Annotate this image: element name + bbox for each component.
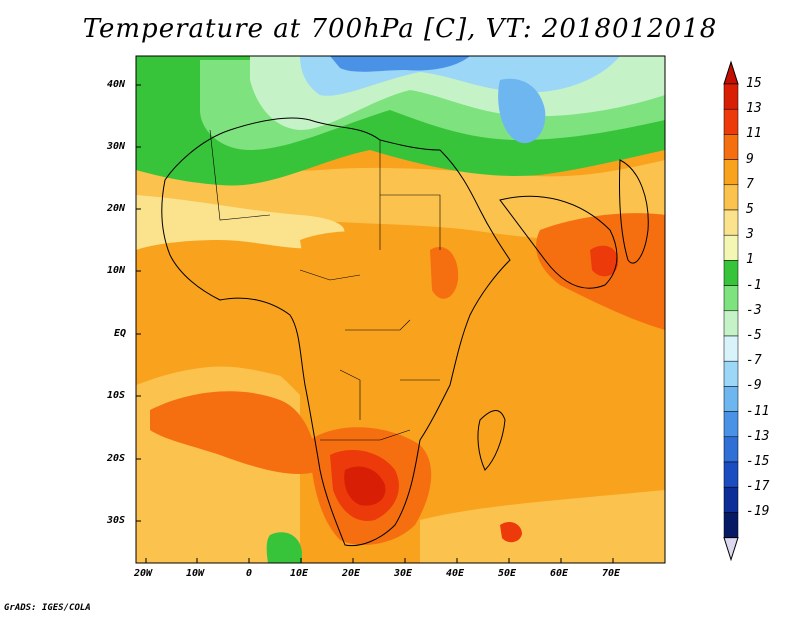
colorbar-label: -11 xyxy=(746,403,770,419)
lon-tick-50e: 50E xyxy=(498,568,517,579)
colorbar-label: -9 xyxy=(746,378,762,394)
lat-tick-10n: 10N xyxy=(107,265,126,276)
colorbar-swatch xyxy=(723,83,739,110)
colorbar-swatch xyxy=(723,234,739,261)
lat-tick-eq: EQ xyxy=(114,328,127,339)
lat-tick-20s: 20S xyxy=(107,453,126,464)
lat-tick-10s: 10S xyxy=(107,390,126,401)
colorbar-label: -3 xyxy=(746,302,762,318)
lat-tick-30s: 30S xyxy=(107,515,126,526)
temperature-field xyxy=(136,56,665,563)
colorbar-label: -13 xyxy=(746,428,770,444)
lat-tick-30n: 30N xyxy=(107,141,126,152)
lon-tick-0: 0 xyxy=(246,568,253,579)
colorbar-swatch xyxy=(723,436,739,463)
lon-tick-70e: 70E xyxy=(602,568,621,579)
colorbar-swatch xyxy=(723,386,739,412)
colorbar-swatch xyxy=(723,285,739,312)
colorbar-bottom-arrow xyxy=(723,537,739,562)
lon-tick-40e: 40E xyxy=(446,568,465,579)
lat-tick-20n: 20N xyxy=(107,203,126,214)
lon-tick-10w: 10W xyxy=(186,568,205,579)
colorbar-swatch xyxy=(723,411,739,438)
lon-tick-60e: 60E xyxy=(550,568,569,579)
colorbar-swatch xyxy=(723,209,739,236)
colorbar-swatch xyxy=(723,159,739,186)
colorbar-top-arrow xyxy=(723,60,739,85)
colorbar-label: -1 xyxy=(746,277,762,293)
lat-tick-40n: 40N xyxy=(107,79,126,90)
colorbar-label: 5 xyxy=(746,202,754,217)
colorbar-label: 15 xyxy=(746,76,762,91)
colorbar-label: -5 xyxy=(746,328,762,343)
colorbar-swatch xyxy=(723,335,739,362)
colorbar-label: -15 xyxy=(746,454,770,469)
colorbar-label: 11 xyxy=(746,126,762,142)
colorbar-swatch xyxy=(723,512,739,538)
lon-tick-10e: 10E xyxy=(290,568,309,579)
lon-tick-20w: 20W xyxy=(134,568,153,579)
colorbar-label: -7 xyxy=(746,353,762,369)
colorbar-label: 3 xyxy=(746,227,754,243)
colorbar-label: 1 xyxy=(746,252,754,268)
colorbar-swatch xyxy=(723,310,739,337)
colorbar-label: -19 xyxy=(746,504,770,520)
colorbar-swatch xyxy=(723,260,739,286)
colorbar-swatch xyxy=(723,134,739,160)
colorbar-swatch xyxy=(723,360,739,387)
map-title: Temperature at 700hPa [C], VT: 201801201… xyxy=(82,14,718,44)
country-borders xyxy=(209,129,441,441)
axis-ticks xyxy=(136,84,614,563)
colorbar-label: 13 xyxy=(746,101,762,117)
colorbar-label: 9 xyxy=(746,151,754,167)
colorbar-label: -17 xyxy=(746,479,770,495)
lon-tick-30e: 30E xyxy=(394,568,413,579)
colorbar-swatch xyxy=(723,461,739,488)
colorbar-label: 7 xyxy=(746,176,754,192)
colorbar-swatch xyxy=(723,486,739,513)
grads-credit: GrADS: IGES/COLA xyxy=(4,603,91,613)
plot-frame xyxy=(135,55,666,564)
coastlines xyxy=(161,117,649,547)
colorbar-swatch xyxy=(723,108,739,135)
lon-tick-20e: 20E xyxy=(342,568,361,579)
colorbar xyxy=(723,60,739,562)
colorbar-swatch xyxy=(723,184,739,211)
